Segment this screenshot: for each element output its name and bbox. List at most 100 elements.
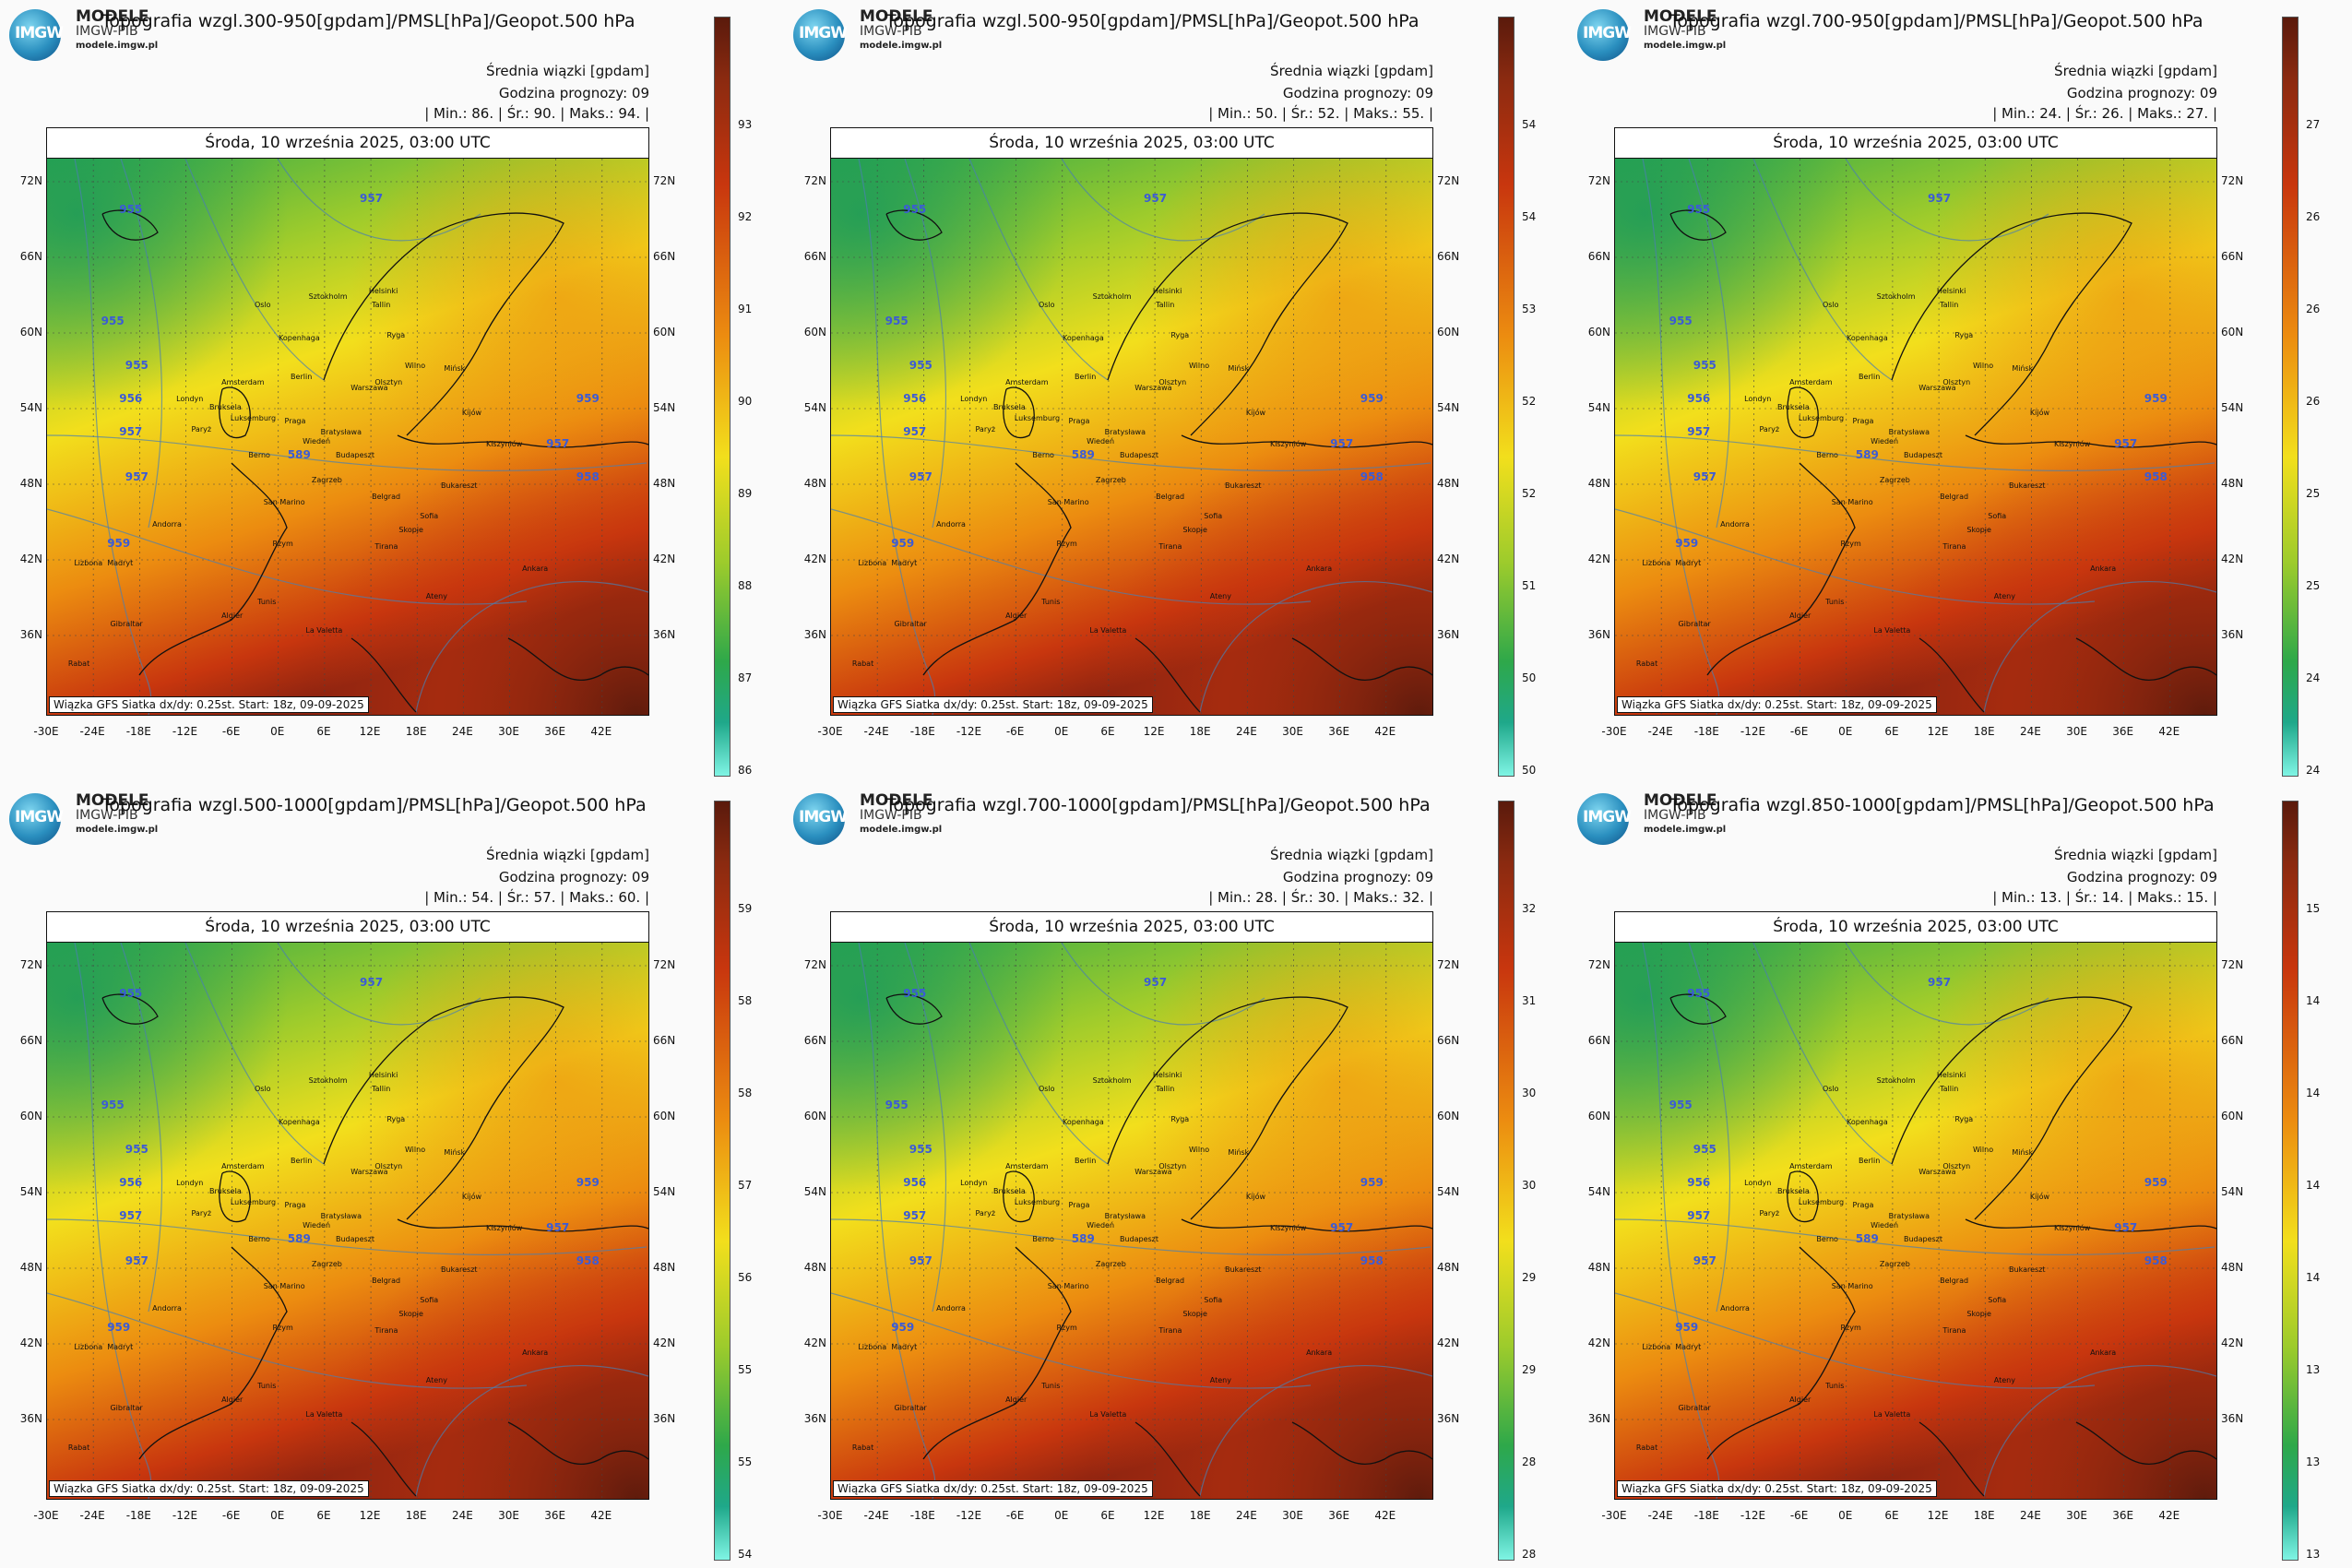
colorbar-tick: 29 <box>1522 1363 1537 1376</box>
colorbar-tick: 54 <box>1522 210 1537 223</box>
brand-url[interactable]: modele.imgw.pl <box>1644 825 1727 835</box>
legend-title: Średnia wiązki [gpdam] <box>1270 63 1433 79</box>
lat-label-right: 36N <box>1437 628 1460 641</box>
lat-label-left: 54N <box>803 401 826 414</box>
lat-label-left: 36N <box>19 1412 42 1425</box>
stat-max: 15. <box>2186 889 2209 906</box>
lon-label: 12E <box>1927 725 1949 738</box>
map-area[interactable]: Oslo Sztokholm Helsinki Tallin Kopenhaga Ryga… <box>47 158 648 715</box>
model-footer: Wiązka GFS Siatka dx/dy: 0.25st. Start: … <box>833 696 1153 713</box>
city-label: Helsinki <box>1152 1070 1182 1079</box>
city-label: San Marino <box>263 1281 305 1290</box>
imgw-logo[interactable]: IMGW <box>9 793 65 845</box>
colorbar-tick: 28 <box>1522 1548 1537 1561</box>
city-label: Oslo <box>254 300 271 309</box>
lon-label: -6E <box>221 1509 241 1522</box>
brand-name: MODELE <box>76 7 149 26</box>
isobar-contour <box>1615 1292 2096 1389</box>
isobar-label: 955 <box>903 987 927 1001</box>
city-label: Praga <box>1068 417 1090 426</box>
brand-url[interactable]: modele.imgw.pl <box>860 825 943 835</box>
stat-avg: 14. <box>2101 889 2124 906</box>
colorbar-tick: 52 <box>1522 487 1537 500</box>
lon-label: -18E <box>909 725 935 738</box>
city-label: Zagrzeb <box>1095 475 1126 484</box>
city-label: Belgrad <box>372 1276 401 1285</box>
coastline <box>323 996 564 1220</box>
lat-label-right: 42N <box>653 552 676 565</box>
isobar-label: 959 <box>1675 1321 1699 1335</box>
city-label: Amsterdam <box>1005 1162 1049 1171</box>
lon-label: 36E <box>2112 1509 2134 1522</box>
isobar-contour <box>1845 158 2049 242</box>
isobar-label: 957 <box>1144 192 1168 206</box>
city-label: Ateny <box>1209 1376 1231 1385</box>
brand-url[interactable]: modele.imgw.pl <box>1644 41 1727 51</box>
city-label: Amsterdam <box>1005 378 1049 387</box>
city-label: Wiedeń <box>303 436 331 445</box>
city-label: Bratysława <box>1104 1212 1146 1221</box>
isobar-label: 955 <box>125 359 148 373</box>
city-label: Sofia <box>420 511 439 520</box>
city-label: Sofia <box>1204 511 1223 520</box>
city-label: Belgrad <box>1940 1276 1969 1285</box>
isobar-contour <box>904 158 947 529</box>
imgw-logo[interactable]: IMGW <box>1577 9 1633 61</box>
city-label: Berlin <box>1859 1157 1881 1166</box>
brand-subtitle: IMGW-PIB <box>76 808 138 823</box>
city-label: Andorra <box>1720 1303 1750 1313</box>
city-label: Wilno <box>1188 362 1210 371</box>
city-label: Helsinki <box>1936 1070 1966 1079</box>
city-label: Sofia <box>420 1295 439 1304</box>
lat-label-right: 48N <box>653 477 676 490</box>
coastline <box>2075 637 2216 682</box>
colorbar-tick: 53 <box>1522 303 1537 315</box>
lon-label: -12E <box>956 1509 982 1522</box>
isobar-label: 589 <box>1855 1231 1879 1245</box>
map-area[interactable]: Oslo Sztokholm Helsinki Tallin Kopenhaga Ryga… <box>1615 942 2216 1499</box>
lat-label-right: 54N <box>2221 401 2244 414</box>
isobar-label: 957 <box>909 1253 932 1267</box>
city-label: Skopje <box>1182 1309 1207 1318</box>
forecast-hour: Godzina prognozy: 09 <box>2066 869 2217 885</box>
isobar-label: 957 <box>2114 1220 2138 1234</box>
city-label: Warszawa <box>350 1168 388 1177</box>
city-label: Olsztyn <box>374 378 403 387</box>
colorbar-tick: 52 <box>1522 395 1537 408</box>
map-area[interactable]: Oslo Sztokholm Helsinki Tallin Kopenhaga Ryga… <box>831 158 1432 715</box>
city-label: Bruksela <box>209 403 242 412</box>
colorbar <box>2282 801 2299 1561</box>
colorbar-tick: 59 <box>738 902 753 915</box>
brand-name: MODELE <box>1644 791 1717 810</box>
city-label: Madryt <box>1675 1343 1702 1352</box>
city-label: Bratysława <box>1104 428 1146 437</box>
lat-label-right: 72N <box>1437 958 1460 971</box>
isobar-label: 957 <box>125 469 148 483</box>
lon-label: 42E <box>2158 725 2180 738</box>
imgw-logo[interactable]: IMGW <box>9 9 65 61</box>
brand-url[interactable]: modele.imgw.pl <box>76 41 159 51</box>
colorbar <box>2282 17 2299 777</box>
imgw-logo[interactable]: IMGW <box>793 793 849 845</box>
city-label: Wiedeń <box>1871 436 1899 445</box>
isobar-label: 957 <box>903 425 927 439</box>
city-label: Madryt <box>891 1343 918 1352</box>
logo-globe-icon <box>793 9 845 61</box>
isobar-contour <box>74 158 152 715</box>
brand-url[interactable]: modele.imgw.pl <box>860 41 943 51</box>
map-area[interactable]: Oslo Sztokholm Helsinki Tallin Kopenhaga Ryga… <box>831 942 1432 1499</box>
city-label: Bukareszt <box>2009 1265 2046 1274</box>
brand-url[interactable]: modele.imgw.pl <box>76 825 159 835</box>
city-label: Ankara <box>1306 1348 1333 1358</box>
map-area[interactable]: Oslo Sztokholm Helsinki Tallin Kopenhaga Ryga… <box>1615 158 2216 715</box>
city-label: Sofia <box>1988 511 2007 520</box>
city-label: Helsinki <box>1152 286 1182 295</box>
imgw-logo[interactable]: IMGW <box>1577 793 1633 845</box>
lon-label: -24E <box>79 725 105 738</box>
colorbar-tick: 25 <box>2306 579 2321 592</box>
map-area[interactable]: Oslo Sztokholm Helsinki Tallin Kopenhaga Ryga… <box>47 942 648 1499</box>
city-label: Rzym <box>1840 1324 1861 1333</box>
city-label: Tunis <box>257 1382 277 1391</box>
colorbar-tick: 90 <box>738 395 753 408</box>
imgw-logo[interactable]: IMGW <box>793 9 849 61</box>
